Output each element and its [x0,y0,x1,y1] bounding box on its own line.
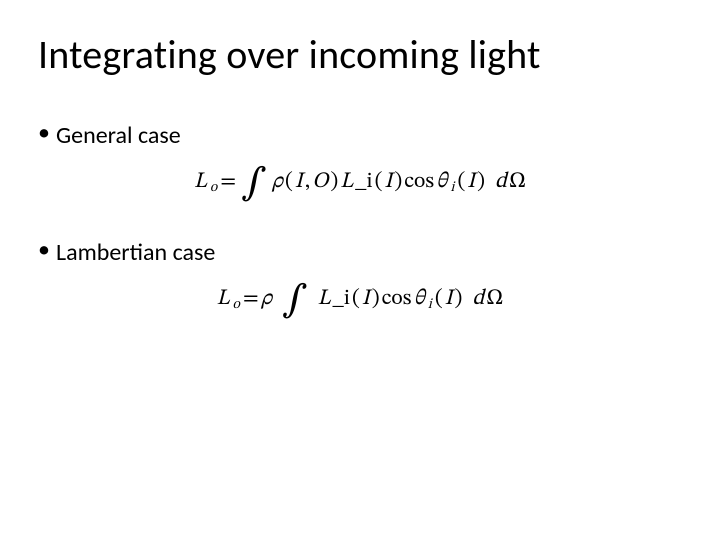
equation-lambertian: Lo = ρ ∫ L_i(I) cos θi(I) dΩ [38,285,682,313]
bullet-general-case: General case [38,121,682,150]
sym-L2: L [318,285,331,313]
bullet-label: Lambertian case [56,238,215,267]
sym-L: L [194,168,207,196]
sym-lparen3: ( [435,285,443,313]
sym-theta-sub: i [428,296,432,314]
sym-rparen3: ) [477,168,485,196]
sym-underscore-i: _i [333,285,351,313]
slide-title: Integrating over incoming light [38,30,682,79]
sym-rparen: ) [330,168,338,196]
sym-comma: , [305,168,310,196]
sym-I: I [295,168,303,196]
equation-general-math: Lo = ∫ ρ(I, O)L_i(I) cos θi(I) dΩ [194,168,526,196]
sym-theta-sub: i [450,179,454,197]
sym-d: d [495,168,507,196]
bullet-lambertian-case: Lambertian case [38,238,682,267]
sym-underscore-i: _i [355,168,373,196]
sym-d: d [472,285,484,313]
sym-O: O [312,168,328,196]
sym-lparen: ( [285,168,293,196]
sym-o-sub: o [233,296,240,314]
sym-eq: = [243,285,259,313]
sym-I2: I [385,168,393,196]
sym-I3: I [445,285,453,313]
sym-I3: I [467,168,475,196]
sym-o-sub: o [210,179,217,197]
sym-L2: L [340,168,353,196]
sym-cos: cos [404,168,434,196]
sym-rho: ρ [261,285,272,313]
sym-rparen2: ) [394,168,402,196]
sym-cos: cos [382,285,412,313]
equation-general: Lo = ∫ ρ(I, O)L_i(I) cos θi(I) dΩ [38,168,682,196]
sym-omega: Ω [486,285,503,313]
sym-rho: ρ [272,168,283,196]
sym-lparen2: ( [375,168,383,196]
sym-rparen3: ) [455,285,463,313]
sym-theta: θ [413,285,424,313]
slide: Integrating over incoming light General … [0,0,720,540]
sym-rparen2: ) [372,285,380,313]
sym-lparen2: ( [352,285,360,313]
sym-L: L [217,285,230,313]
sym-I2: I [362,285,370,313]
sym-eq: = [220,168,236,196]
bullet-label: General case [56,121,181,150]
sym-lparen3: ( [457,168,465,196]
sym-omega: Ω [509,168,526,196]
sym-theta: θ [436,168,447,196]
equation-lambertian-math: Lo = ρ ∫ L_i(I) cos θi(I) dΩ [217,285,504,313]
